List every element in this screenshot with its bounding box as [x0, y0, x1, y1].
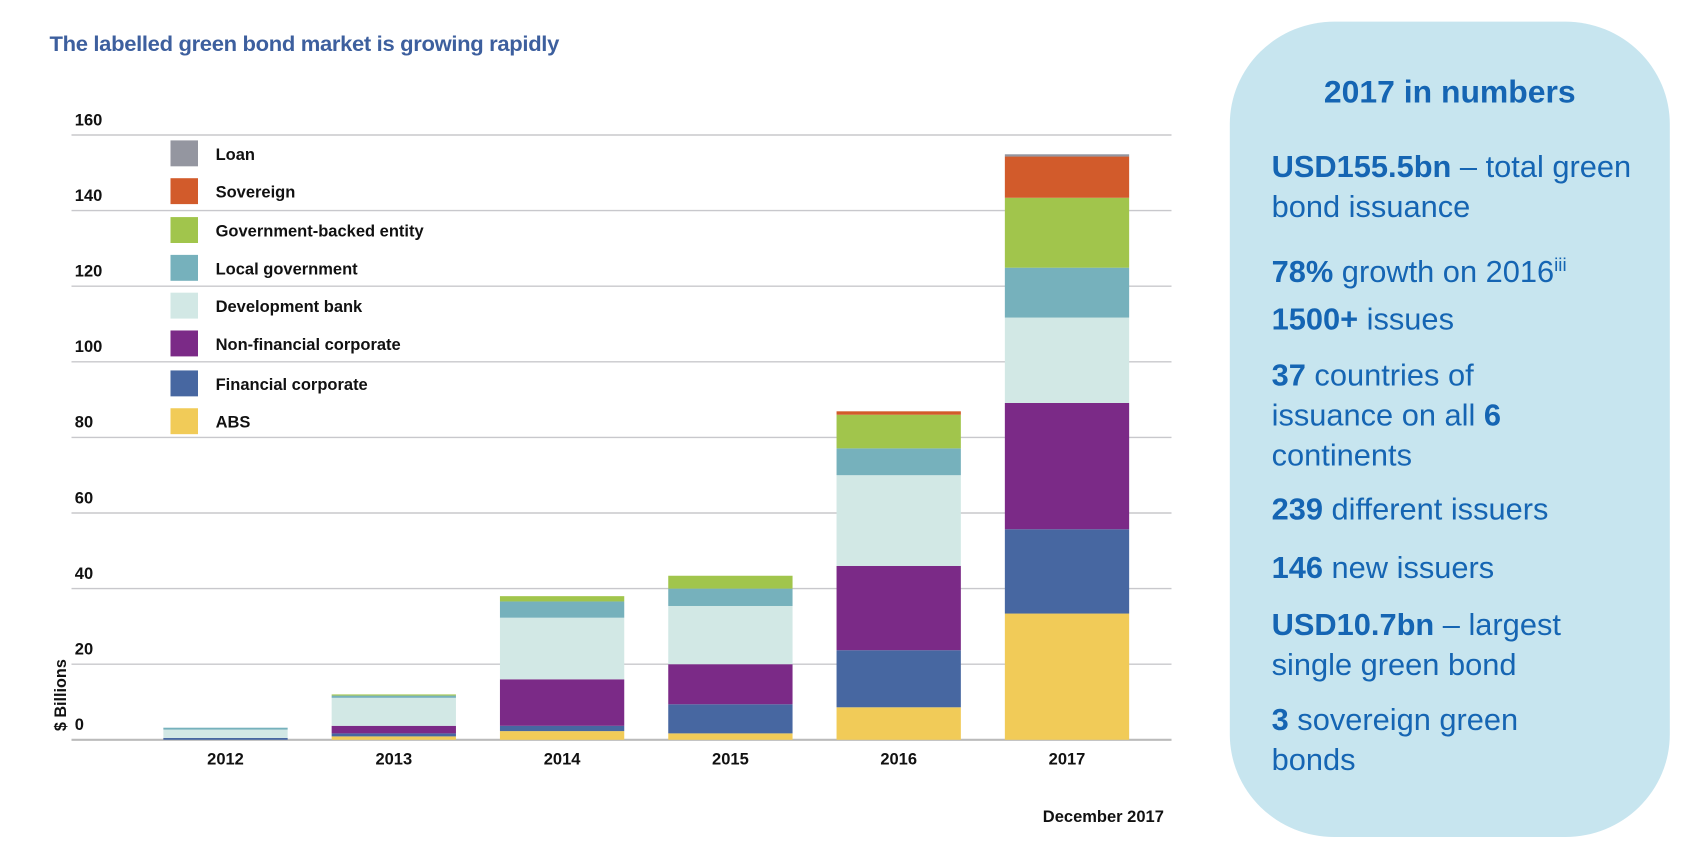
legend-swatch — [170, 140, 198, 167]
bar-segment-local-government-2017 — [1004, 267, 1130, 318]
bar-segment-non-financial-corporate-2017 — [1004, 403, 1130, 530]
legend-swatch — [170, 178, 198, 205]
bar-segment-loan-2017 — [1004, 154, 1130, 157]
date-note: December 2017 — [1042, 807, 1164, 827]
legend-label: Financial corporate — [216, 376, 368, 394]
stat-largest-bond: USD10.7bn – largest single green bond — [1271, 608, 1561, 682]
bar-segment-development-bank-2013 — [331, 697, 456, 726]
bar-segment-government-backed-entity-2013 — [331, 694, 456, 696]
legend-label: Loan — [216, 146, 255, 164]
x-tick-label: 2016 — [880, 751, 917, 769]
bar-segment-government-backed-entity-2017 — [1004, 197, 1130, 268]
y-tick-label: 160 — [75, 111, 103, 129]
bar-segment-government-backed-entity-2014 — [499, 596, 625, 602]
x-tick-label: 2015 — [712, 751, 749, 769]
legend-label: Government-backed entity — [216, 223, 424, 241]
numbers-panel: 2017 in numbers USD155.5bn – total green… — [1229, 21, 1670, 838]
legend-swatch — [170, 330, 198, 357]
legend-swatch — [170, 292, 198, 319]
bar-segment-non-financial-corporate-2013 — [331, 725, 456, 734]
bar-segment-abs-2013 — [331, 736, 456, 740]
chart-title: The labelled green bond market is growin… — [49, 32, 560, 57]
bar-segment-local-government-2013 — [331, 695, 456, 698]
bar-segment-government-backed-entity-2016 — [836, 414, 961, 449]
bar-segment-abs-2014 — [499, 731, 625, 740]
stat-issues: 1500+ issues — [1271, 302, 1454, 336]
legend-label: Sovereign — [216, 184, 296, 202]
bar-segment-sovereign-2016 — [836, 411, 961, 415]
legend-label: Non-financial corporate — [216, 336, 401, 354]
x-tick-label: 2012 — [207, 751, 244, 769]
bar-segment-non-financial-corporate-2015 — [668, 664, 793, 705]
legend-swatch — [170, 370, 198, 397]
bar-segment-abs-2017 — [1004, 613, 1130, 740]
legend-label: Local government — [216, 260, 359, 278]
bar-segment-abs-2015 — [668, 733, 793, 740]
legend-swatch — [170, 408, 198, 435]
bar-segment-development-bank-2012 — [163, 729, 288, 738]
stat-issuers: 239 different issuers — [1271, 492, 1549, 526]
stat-new-issuers: 146 new issuers — [1271, 550, 1495, 585]
bar-segment-local-government-2012 — [163, 727, 288, 730]
y-axis-label: $ Billions — [52, 659, 70, 731]
x-tick-label: 2014 — [544, 751, 581, 769]
bar-segment-financial-corporate-2013 — [331, 733, 456, 737]
bar-segment-development-bank-2015 — [668, 605, 793, 665]
bar-segment-sovereign-2017 — [1004, 156, 1130, 198]
stat-countries: 37 countries of issuance on all 6 contin… — [1271, 358, 1502, 472]
y-tick-label: 40 — [75, 565, 93, 583]
y-tick-label: 80 — [75, 414, 93, 432]
bar-segment-financial-corporate-2017 — [1004, 529, 1130, 614]
bar-segment-non-financial-corporate-2016 — [836, 565, 961, 651]
bar-segment-development-bank-2017 — [1004, 317, 1130, 404]
y-tick-label: 0 — [75, 716, 84, 734]
bar-segment-financial-corporate-2014 — [499, 725, 625, 732]
legend-label: ABS — [216, 414, 251, 432]
stat-growth: 78% growth on 2016iii — [1271, 254, 1567, 289]
stat-sovereign: 3 sovereign green bonds — [1271, 703, 1519, 777]
stat-total-issuance: USD155.5bn – total green bond issuance — [1271, 150, 1632, 224]
y-tick-label: 120 — [75, 263, 103, 281]
bar-segment-local-government-2015 — [668, 588, 793, 606]
bar-segment-abs-2016 — [836, 707, 961, 740]
bar-segment-development-bank-2016 — [836, 475, 961, 566]
legend-label: Development bank — [216, 298, 364, 316]
bar-segment-financial-corporate-2015 — [668, 704, 793, 734]
legend-swatch — [170, 217, 198, 244]
x-tick-label: 2013 — [375, 751, 412, 769]
stacked-bar-chart: 0 20 40 60 80 100 120 140 160 $ Billions 2012 2013 2… — [52, 111, 1172, 769]
bar-segment-development-bank-2014 — [499, 617, 625, 680]
bar-segment-non-financial-corporate-2014 — [499, 679, 625, 726]
y-tick-label: 100 — [75, 338, 103, 356]
legend-swatch — [170, 254, 198, 281]
y-tick-label: 60 — [75, 489, 93, 507]
bar-segment-financial-corporate-2016 — [836, 650, 961, 708]
bar-segment-government-backed-entity-2015 — [668, 575, 793, 589]
bar-segment-local-government-2016 — [836, 448, 961, 476]
y-tick-label: 140 — [75, 187, 103, 205]
bar-segment-local-government-2014 — [499, 601, 625, 618]
bar-segment-financial-corporate-2012 — [163, 737, 288, 740]
panel-title: 2017 in numbers — [1323, 75, 1576, 111]
y-tick-label: 20 — [75, 641, 93, 659]
x-tick-label: 2017 — [1049, 751, 1086, 769]
